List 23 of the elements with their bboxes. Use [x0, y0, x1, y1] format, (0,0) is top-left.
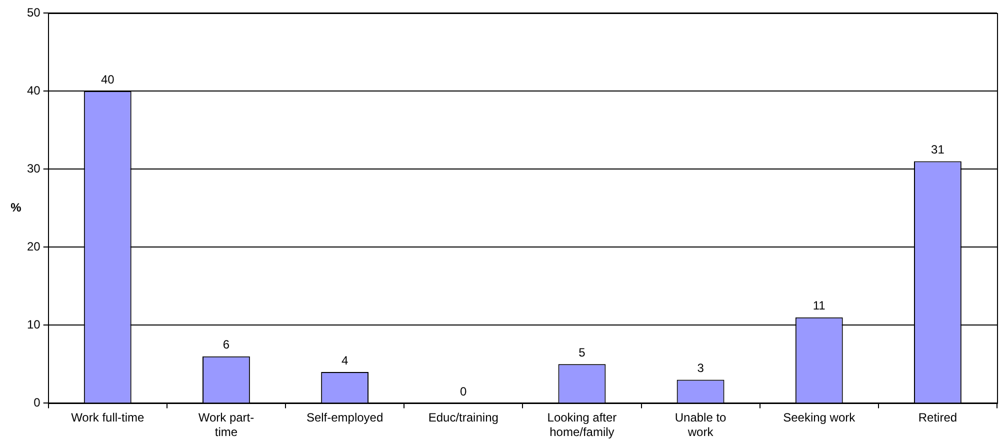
- y-tick-label: 20: [26, 239, 41, 254]
- x-tick-label: Looking after home/family: [547, 410, 617, 440]
- y-tick-label: 30: [26, 161, 41, 176]
- y-tick-label: 40: [26, 83, 41, 98]
- data-label: 11: [812, 298, 826, 313]
- data-label: 31: [931, 142, 945, 157]
- y-tick-label: 50: [26, 5, 41, 20]
- data-label: 40: [100, 72, 115, 86]
- x-tick-label: Unable to work: [674, 410, 727, 440]
- x-tick-label: Work full-time: [71, 410, 145, 425]
- data-label: 0: [460, 384, 468, 399]
- y-tick-label: 10: [26, 317, 41, 332]
- y-tick-label: 0: [34, 396, 41, 410]
- x-tick-label: Educ/training: [428, 410, 498, 425]
- x-tick-label: Seeking work: [783, 410, 856, 425]
- x-tick-label: Retired: [918, 410, 958, 425]
- data-label: 4: [341, 353, 348, 368]
- x-tick-label: Work part-time: [198, 410, 254, 440]
- y-axis-title: %: [10, 200, 22, 214]
- data-label: 5: [578, 345, 586, 360]
- data-label: 6: [222, 338, 230, 352]
- x-tick-label: Self-employed: [306, 410, 384, 425]
- data-label: 3: [697, 361, 704, 376]
